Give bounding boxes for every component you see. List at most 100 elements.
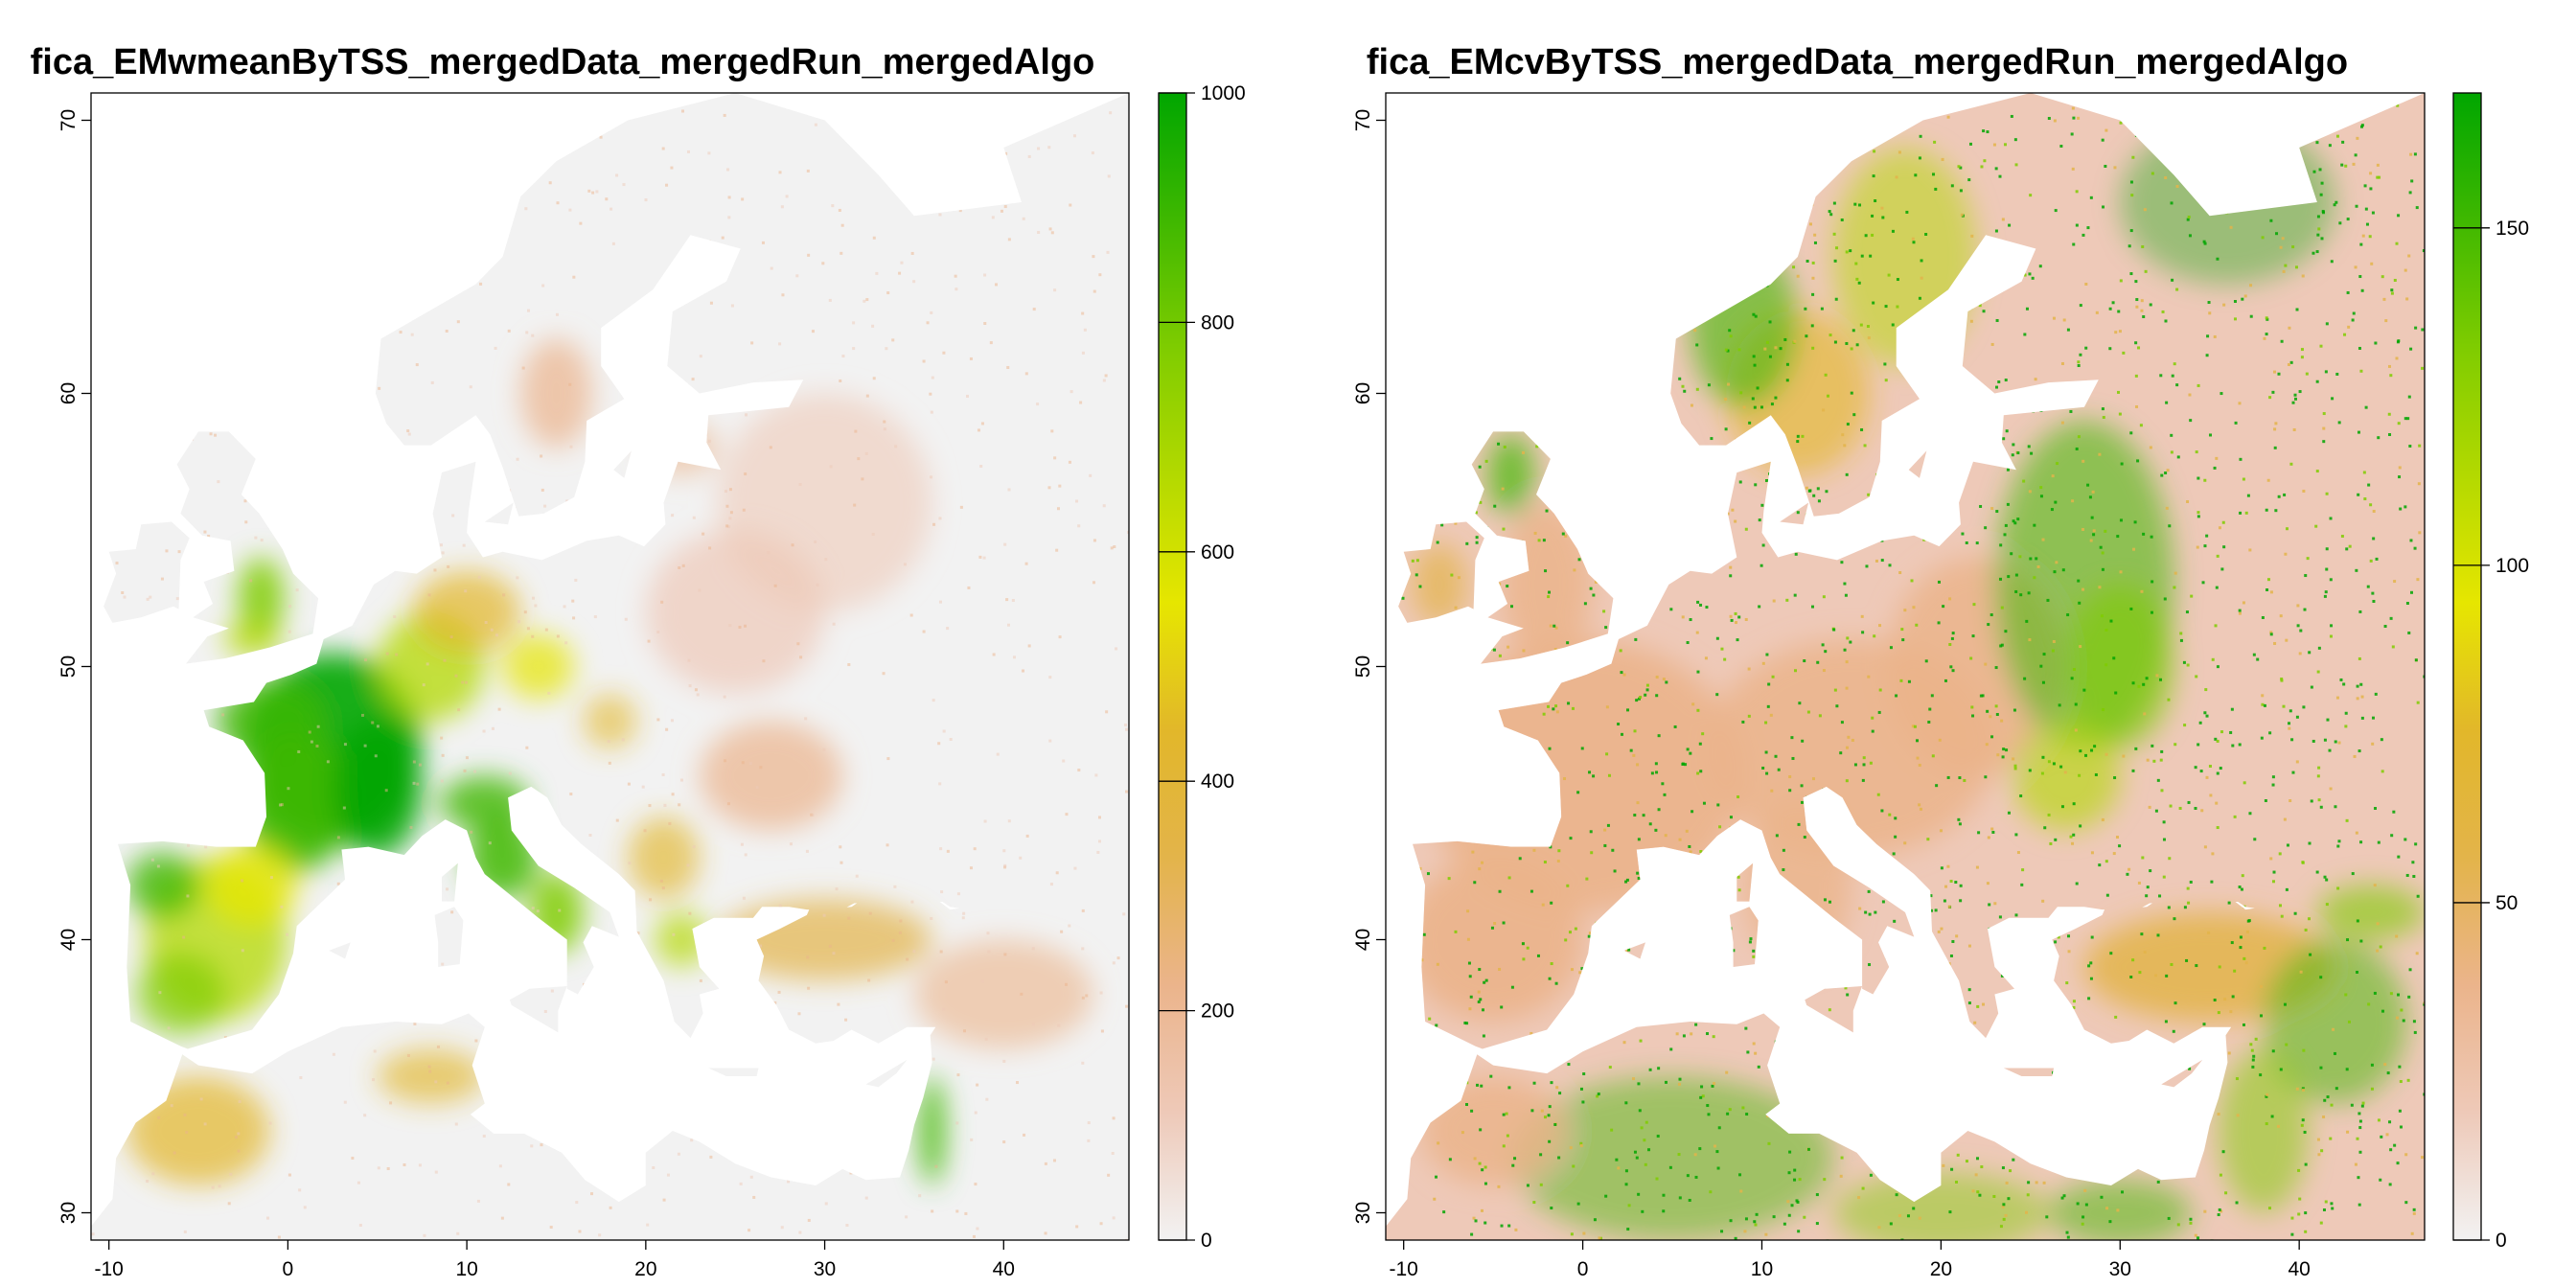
raster-cell [2031,276,2035,280]
raster-cell [1771,675,1775,678]
suitability-patch [1487,434,1535,517]
raster-cell [1919,807,1922,811]
raster-cell [1418,585,1422,588]
raster-cell [2169,804,2173,808]
raster-cell [2345,547,2349,551]
raster-cell [903,563,907,566]
raster-cell [2072,833,2076,837]
raster-cell [1637,876,1641,880]
raster-cell [2301,861,2305,864]
raster-cell [1752,1042,1756,1046]
raster-cell [1754,1223,1758,1227]
raster-cell [1003,953,1007,956]
raster-cell [2021,868,2025,872]
raster-cell [728,517,732,520]
raster-cell [1954,1180,1958,1184]
raster-cell [1903,609,1907,612]
raster-cell [1493,504,1497,508]
raster-cell [2388,364,2392,368]
raster-cell [1700,1085,1704,1089]
raster-cell [2302,489,2306,493]
raster-cell [2019,794,2023,798]
raster-cell [2370,1087,2374,1091]
raster-cell [2407,254,2411,258]
raster-cell [723,113,726,117]
raster-cell [2273,641,2277,645]
raster-cell [2402,1019,2405,1023]
raster-cell [395,653,399,656]
raster-cell [1636,763,1640,767]
raster-cell [656,718,660,722]
raster-cell [2261,694,2265,698]
raster-cell [1832,201,1836,205]
raster-cell [1081,947,1085,951]
raster-cell [979,464,983,468]
raster-cell [2047,760,2051,764]
raster-cell [946,627,950,631]
raster-cell [1654,762,1658,766]
raster-cell [2338,221,2342,225]
raster-cell [175,597,179,601]
raster-cell [2407,995,2411,999]
raster-cell [358,1223,362,1227]
raster-cell [1889,1222,1893,1226]
raster-cell [288,630,291,633]
raster-cell [2131,155,2135,159]
raster-cell [1715,1150,1719,1154]
raster-cell [1081,311,1085,315]
raster-cell [922,359,926,363]
raster-cell [2173,586,2176,589]
raster-cell [2300,348,2304,352]
raster-cell [548,181,552,185]
raster-cell [2280,678,2284,681]
raster-cell [1880,559,1884,563]
raster-cell [2187,901,2191,905]
raster-cell [1860,254,1864,258]
raster-cell [1695,343,1699,347]
raster-cell [1539,1153,1543,1157]
raster-cell [647,639,651,643]
raster-cell [199,1097,203,1101]
raster-cell [1867,336,1871,340]
raster-cell [864,451,868,455]
raster-cell [649,898,653,902]
raster-cell [2385,1133,2389,1137]
raster-cell [2263,336,2266,340]
raster-cell [2216,665,2220,669]
raster-cell [2345,818,2349,822]
raster-cell [840,223,844,227]
raster-cell [409,825,413,829]
raster-cell [1689,850,1692,854]
raster-cell [2249,284,2253,288]
raster-cell [2216,257,2220,261]
raster-cell [2027,445,2031,448]
raster-cell [2053,119,2057,123]
raster-cell [482,1134,486,1138]
raster-cell [1815,1193,1819,1197]
raster-cell [2269,857,2273,861]
raster-cell [1548,977,1552,980]
raster-cell [2244,511,2248,515]
raster-cell [1669,608,1673,611]
raster-cell [2244,961,2248,965]
raster-cell [1685,829,1689,833]
raster-cell [1567,1063,1571,1067]
raster-cell [1900,1238,1904,1240]
raster-cell [2057,935,2060,939]
raster-cell [1081,908,1085,912]
raster-cell [1736,875,1740,879]
raster-cell [2150,610,2153,614]
raster-cell [1447,877,1451,881]
raster-cell [2386,1071,2390,1075]
raster-cell [1720,647,1724,651]
raster-cell [2047,117,2051,121]
raster-cell [1098,273,1102,277]
raster-cell [2374,341,2378,345]
raster-cell [2352,311,2356,315]
raster-cell [1741,1106,1745,1110]
raster-cell [1736,638,1739,642]
raster-cell [1085,994,1089,998]
raster-cell [789,842,793,846]
raster-cell [1578,971,1582,975]
raster-cell [2316,774,2320,778]
